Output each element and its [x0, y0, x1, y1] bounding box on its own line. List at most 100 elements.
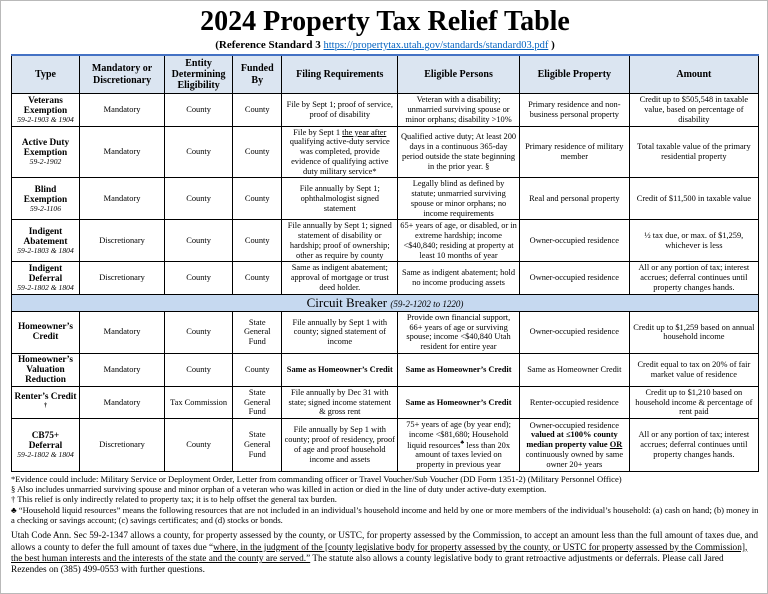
amount-cell: Credit equal to tax on 20% of fair marke… [628, 352, 760, 387]
persons-cell: Same as Homeowner’s Credit [397, 352, 520, 387]
reference-subtitle: (Reference Standard 3 https://propertyta… [11, 39, 759, 51]
property-cell: Same as Homeowner Credit [518, 352, 630, 387]
column-header: Filing Requirements [281, 53, 399, 95]
persons-cell: Legally blind as defined by statute; unm… [397, 177, 520, 221]
property-cell: Primary residence of military member [518, 125, 630, 179]
relief-type-name: Homeowner’s Valuation Reduction [17, 354, 74, 385]
filing-cell: Same as Homeowner’s Credit [281, 352, 399, 387]
relief-type-name: Veterans Exemption [23, 95, 68, 116]
table-row: Indigent Abatement 59-2-1803 & 1804 Discre… [11, 219, 760, 263]
text-segment: Same as Homeowner’s Credit [405, 365, 512, 375]
persons-cell: 75+ years of age (by year end); income <… [397, 418, 520, 472]
type-cell: Renter’s Credit † [11, 385, 80, 420]
text-segment: qualifying active-duty service was compl… [289, 137, 390, 176]
text-segment: where, in the judgment of the [county le… [11, 542, 748, 564]
funded-cell: State General Fund [232, 385, 283, 420]
entity-cell: County [164, 352, 234, 387]
band-title: Circuit Breaker [306, 294, 391, 310]
text-segment: the year after [342, 127, 387, 137]
type-cell: Active Duty Exemption 59-2-1902 [11, 125, 80, 179]
persons-cell: 65+ years of age, or disabled, or in ext… [397, 219, 520, 263]
funded-cell: County [232, 219, 283, 263]
property-cell: Owner-occupied residence valued at ≤100%… [518, 418, 630, 472]
property-cell: Owner-occupied residence [518, 261, 630, 295]
entity-cell: County [164, 418, 234, 472]
table-row: Veterans Exemption 59-2-1903 & 1904 Mandat… [11, 93, 760, 127]
footnote: *Evidence could include: Military Servic… [11, 473, 622, 484]
column-header: Type [11, 53, 80, 95]
mandatory-cell: Mandatory [78, 310, 166, 354]
text-segment: Utah Code Ann. Sec 59-2-1347 allows a co… [11, 531, 759, 553]
column-header: Amount [628, 53, 760, 95]
table-row: Renter’s Credit † Mandatory Tax Commission… [11, 385, 760, 420]
table-row: Active Duty Exemption 59-2-1902 Mandatory C… [11, 125, 760, 179]
statute-citation: 59-2-1802 & 1804 [17, 450, 74, 460]
relief-type-name: Renter’s Credit † [14, 392, 77, 414]
property-cell: Renter-occupied residence [518, 385, 630, 420]
text-segment: continuously owned by same owner 20+ yea… [525, 449, 624, 469]
relief-type-name: Blind Exemption [23, 184, 68, 205]
relief-type-name: CB75+ Deferral [28, 430, 63, 451]
amount-cell: Credit up to $1,259 based on annual hous… [628, 310, 760, 354]
relief-type-name: Indigent Abatement [23, 226, 68, 247]
column-header: Entity Determining Eligibility [164, 53, 234, 95]
amount-cell: All or any portion of tax; interest accr… [628, 418, 760, 472]
funded-cell: County [232, 177, 283, 221]
property-cell: Owner-occupied residence [518, 310, 630, 354]
funded-cell: County [232, 261, 283, 295]
mandatory-cell: Mandatory [78, 352, 166, 387]
entity-cell: County [164, 261, 234, 295]
amount-cell: ½ tax due, or max. of $1,259, whichever … [628, 219, 760, 263]
page-title: 2024 Property Tax Relief Table [200, 6, 570, 37]
text-segment: valued at ≤100% county median property v… [526, 430, 618, 450]
footnote: ♣ “Household liquid resources” means the… [11, 504, 759, 525]
subtitle-prefix: (Reference Standard 3 [215, 38, 321, 51]
text-segment: less than 20x amount of taxes levied on … [415, 440, 511, 470]
persons-cell: Same as Homeowner’s Credit [397, 385, 520, 420]
relief-type-name: Active Duty Exemption [21, 137, 70, 158]
text-segment: File by Sept 1 [293, 127, 343, 137]
entity-cell: County [164, 177, 234, 221]
filing-cell: File annually by Sept 1 with county; sig… [281, 310, 399, 354]
text-segment: 75+ years of age (by year end); income <… [406, 420, 511, 450]
filing-cell: File annually by Dec 31 with state; sign… [281, 385, 399, 420]
funded-cell: State General Fund [232, 310, 283, 354]
statute-citation: 59-2-1803 & 1804 [17, 245, 74, 255]
property-cell: Real and personal property [518, 177, 630, 221]
type-cell: Homeowner’s Credit [11, 310, 80, 354]
type-cell: Homeowner’s Valuation Reduction [11, 352, 80, 387]
mandatory-cell: Discretionary [78, 219, 166, 263]
property-cell: Owner-occupied residence [518, 219, 630, 263]
entity-cell: County [164, 125, 234, 179]
statute-citation: 59-2-1903 & 1904 [17, 115, 74, 125]
section-band-row: Circuit Breaker (59-2-1202 to 1220) [11, 293, 759, 312]
column-header: Eligible Property [518, 53, 630, 95]
filing-cell: File annually by Sep 1 with county; proo… [281, 418, 399, 472]
reference-standard-link[interactable]: https://propertytax.utah.gov/standards/s… [323, 39, 549, 51]
mandatory-cell: Mandatory [78, 177, 166, 221]
footnote: † This relief is only indirectly related… [11, 494, 337, 505]
column-header: Funded By [232, 53, 283, 95]
filing-cell: File annually by Sept 1; signed statemen… [281, 219, 399, 263]
text-segment: Owner-occupied residence [529, 420, 619, 430]
column-header: Mandatory or Discretionary [78, 53, 166, 95]
footnote: § Also includes unmarried surviving spou… [11, 484, 547, 495]
relief-table: Type Mandatory or Discretionary Entity Det… [11, 53, 760, 472]
circuit-breaker-band: Circuit Breaker (59-2-1202 to 1220) [11, 293, 759, 312]
text-segment: ♣ [460, 439, 465, 446]
document-page: 2024 Property Tax Relief Table (Referenc… [1, 1, 767, 577]
funded-cell: County [232, 125, 283, 179]
text-segment: † [43, 401, 48, 409]
relief-type-name: Homeowner’s Credit [17, 322, 74, 343]
persons-cell: Provide own financial support, 66+ years… [397, 310, 520, 354]
type-cell: Blind Exemption 59-2-1106 [11, 177, 80, 221]
filing-cell: File by Sept 1; proof of service, proof … [281, 93, 399, 127]
amount-cell: All or any portion of tax; interest accr… [628, 261, 760, 295]
amount-cell: Credit of $11,500 in taxable value [628, 177, 760, 221]
header-row: Type Mandatory or Discretionary Entity Det… [11, 53, 760, 95]
persons-cell: Same as indigent abatement; hold no inco… [397, 261, 520, 295]
amount-cell: Total taxable value of the primary resid… [628, 125, 760, 179]
mandatory-cell: Mandatory [78, 385, 166, 420]
table-row: Homeowner’s Valuation Reduction Mandatory… [11, 352, 760, 387]
amount-cell: Credit up to $505,548 in taxable value, … [628, 93, 760, 127]
